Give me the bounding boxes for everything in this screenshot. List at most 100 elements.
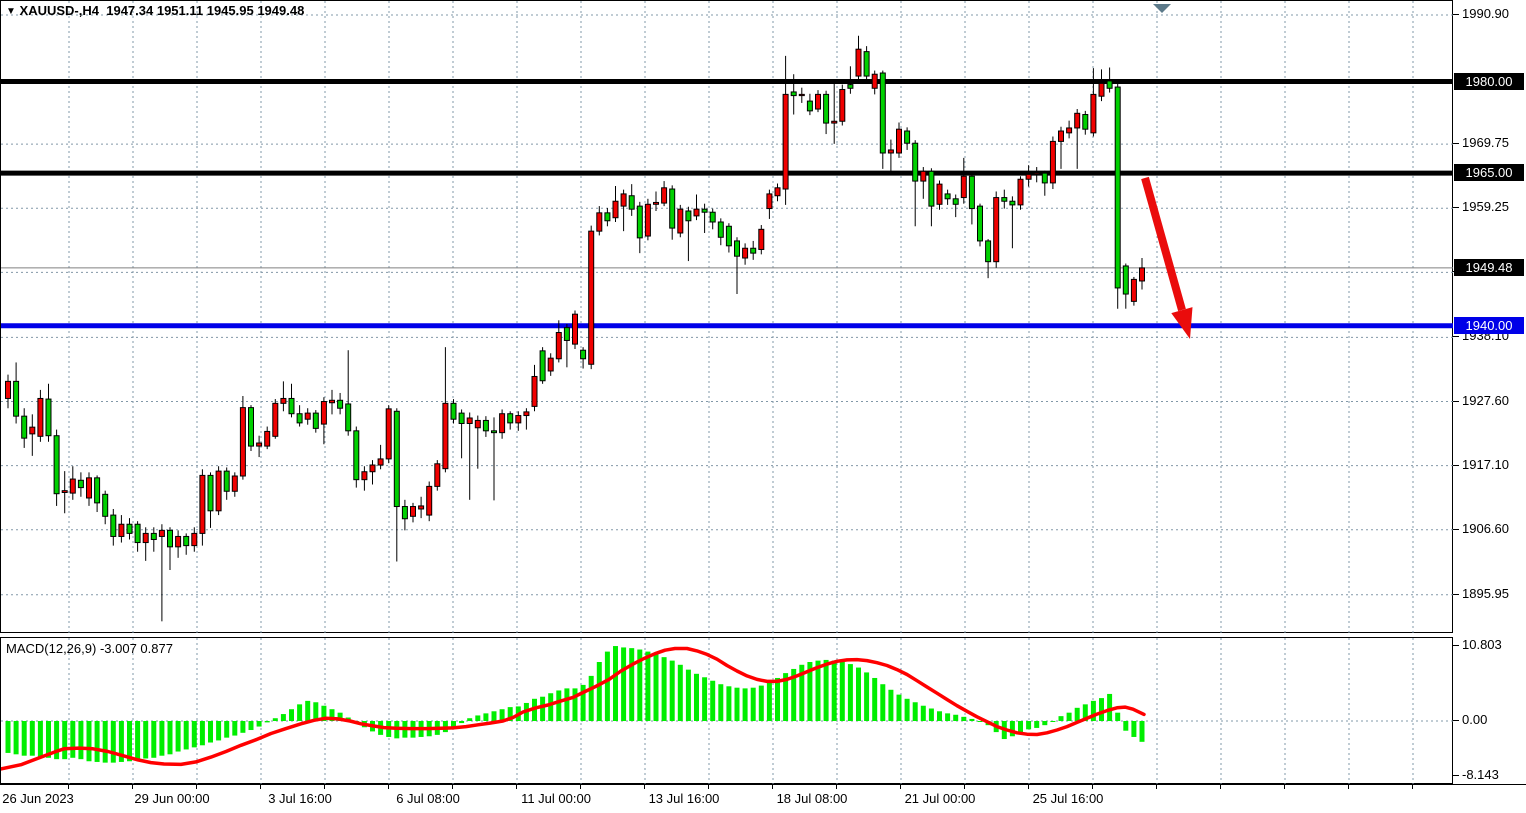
macd-histogram-bar	[5, 721, 11, 753]
time-axis-tick	[1412, 785, 1413, 789]
candle	[175, 535, 182, 548]
macd-histogram-bar	[694, 673, 699, 721]
macd-histogram-bar	[920, 705, 926, 721]
candle	[555, 332, 562, 360]
candle	[677, 208, 684, 234]
candle	[86, 477, 92, 499]
macd-histogram-bar	[70, 721, 76, 758]
candle	[644, 203, 651, 237]
candle	[628, 195, 635, 210]
macd-histogram-bar	[280, 714, 286, 721]
macd-histogram-bar	[783, 673, 789, 721]
resistance-1965-price-box: 1965.00	[1454, 164, 1524, 181]
macd-histogram-bar	[183, 721, 189, 750]
candle	[790, 91, 797, 97]
macd-histogram-bar	[1074, 707, 1080, 721]
time-axis-label: 13 Jul 16:00	[648, 791, 720, 806]
price-axis-tick	[1453, 14, 1459, 15]
time-axis-tick	[836, 785, 837, 789]
candle	[887, 149, 894, 154]
time-axis[interactable]: 26 Jun 2023 29 Jun 00:00 3 Jul 16:00 6 Jul …	[0, 784, 1526, 813]
candle	[393, 410, 400, 508]
macd-histogram-bar	[677, 664, 683, 721]
macd-histogram-bar	[637, 649, 643, 721]
macd-histogram-bar	[78, 721, 84, 760]
candle	[734, 240, 740, 257]
current-price-box: 1949.48	[1454, 259, 1524, 276]
candle	[499, 413, 506, 434]
candle	[968, 175, 975, 210]
time-axis-label: 26 Jun 2023	[2, 791, 74, 806]
macd-histogram-bar	[896, 694, 902, 721]
time-axis-label: 18 Jul 08:00	[776, 791, 848, 806]
time-axis-tick	[452, 785, 453, 789]
candle	[847, 84, 854, 89]
time-axis-tick	[1220, 785, 1221, 789]
candle	[604, 212, 611, 222]
sell-arrow-head[interactable]	[1171, 307, 1193, 339]
support-1940-price-box: 1940.00	[1454, 317, 1524, 334]
candle	[474, 419, 481, 429]
macd-histogram-bar	[118, 721, 124, 762]
candle	[69, 478, 76, 494]
time-axis-tick	[260, 785, 261, 789]
candle	[215, 470, 222, 512]
macd-histogram-bar	[928, 708, 934, 721]
candle	[1049, 140, 1056, 184]
candle	[904, 130, 911, 144]
candle	[1041, 172, 1048, 184]
candle	[1130, 278, 1137, 302]
candle	[110, 514, 117, 537]
candle	[620, 193, 627, 207]
macd-histogram-bar	[710, 680, 716, 721]
macd-name: MACD(12,26,9)	[6, 641, 97, 656]
macd-histogram-bar	[208, 721, 213, 743]
macd-axis-tick	[1453, 775, 1459, 776]
candle	[742, 247, 749, 259]
candle	[531, 375, 538, 407]
candle	[1066, 127, 1073, 134]
macd-histogram-bar	[224, 721, 230, 738]
candle	[272, 402, 279, 437]
candle	[539, 350, 546, 382]
macd-histogram-bar	[742, 688, 748, 721]
candle	[231, 475, 238, 492]
candle	[669, 188, 676, 229]
price-axis-tick	[1453, 143, 1459, 144]
candle	[304, 412, 311, 420]
macd-histogram-bar	[969, 718, 975, 721]
time-axis-label: 25 Jul 16:00	[1032, 791, 1104, 806]
candle	[21, 415, 28, 439]
macd-histogram-bar	[62, 721, 68, 760]
chart-shift-marker-icon[interactable]	[1153, 4, 1171, 13]
candle	[815, 93, 821, 110]
candle	[507, 413, 514, 424]
macd-histogram-bar	[151, 721, 157, 758]
candle	[158, 529, 165, 537]
candle	[5, 380, 11, 399]
resistance-1980-price-box: 1980.00	[1454, 73, 1524, 90]
candle	[377, 458, 384, 466]
macd-histogram-bar	[1123, 721, 1129, 731]
price-axis-label: 1895.95	[1462, 586, 1509, 601]
macd-histogram-bar	[977, 721, 983, 722]
candle	[750, 247, 757, 254]
candle	[401, 506, 408, 520]
macd-histogram-bar	[199, 721, 205, 746]
candle	[1139, 267, 1145, 282]
sell-arrow-shaft[interactable]	[1141, 176, 1186, 312]
macd-pane[interactable]	[0, 637, 1453, 784]
candle	[29, 426, 36, 435]
price-pane[interactable]	[0, 0, 1453, 633]
symbol-dropdown-icon[interactable]: ▼	[6, 6, 16, 17]
macd-histogram-bar	[588, 675, 594, 721]
price-axis[interactable]: 1990.901969.751959.251948.751938.101927.…	[1453, 0, 1526, 784]
candle	[563, 327, 570, 341]
macd-histogram-bar	[831, 660, 837, 721]
price-pane-canvas[interactable]	[1, 1, 1453, 633]
macd-histogram-bar	[159, 721, 165, 756]
macd-pane-canvas[interactable]	[1, 638, 1453, 784]
macd-histogram-bar	[1099, 698, 1104, 721]
macd-histogram-bar	[613, 646, 618, 721]
macd-histogram-bar	[232, 721, 238, 736]
